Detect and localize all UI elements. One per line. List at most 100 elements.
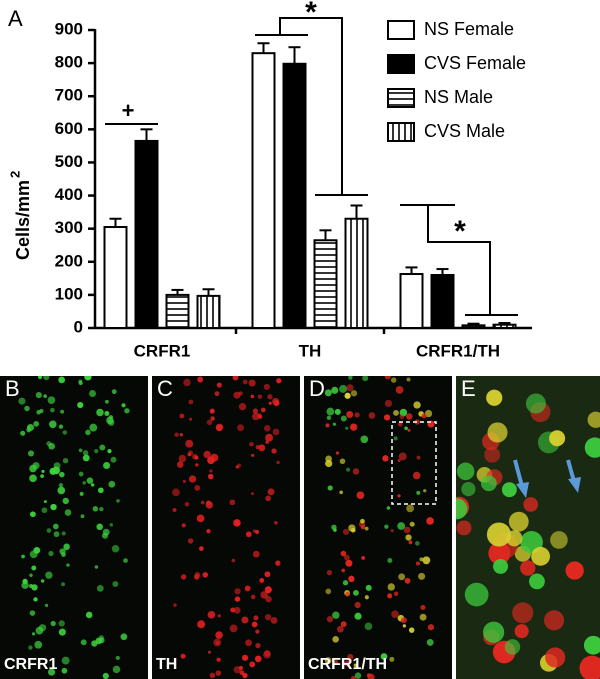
panel-label: C — [157, 376, 173, 401]
cell — [251, 453, 255, 457]
cell — [80, 514, 85, 519]
cell — [390, 377, 397, 383]
cell — [172, 508, 177, 512]
cell — [112, 665, 121, 674]
cell — [99, 506, 104, 512]
cell — [244, 585, 251, 592]
cell — [544, 610, 565, 631]
micrograph-bg — [152, 376, 300, 679]
bar — [196, 294, 221, 330]
cell — [62, 497, 69, 505]
cell — [353, 663, 358, 667]
cell — [64, 509, 72, 516]
cell — [264, 613, 272, 621]
cell — [339, 384, 348, 393]
cell — [484, 446, 501, 463]
cell — [58, 620, 65, 627]
cell — [40, 474, 44, 478]
cell — [389, 656, 395, 662]
cell — [77, 401, 84, 409]
cell — [248, 379, 256, 387]
panel-label: E — [461, 376, 476, 401]
cell — [384, 524, 389, 529]
cell — [257, 413, 262, 419]
cell — [58, 376, 66, 384]
cell — [408, 540, 413, 545]
cell — [92, 506, 99, 512]
cell — [172, 488, 180, 497]
cell — [229, 624, 238, 633]
cell — [344, 660, 351, 667]
cell — [241, 654, 249, 661]
cell — [398, 452, 407, 461]
cell — [123, 558, 128, 563]
cell — [86, 477, 94, 484]
panel-label: A — [8, 6, 23, 31]
panel-label: B — [5, 376, 20, 401]
cell — [387, 593, 393, 599]
cell — [512, 602, 534, 624]
cell — [325, 423, 330, 428]
bracket — [427, 205, 491, 315]
cell — [47, 396, 56, 404]
cell — [250, 492, 255, 496]
cell — [250, 594, 256, 600]
legend-label: NS Male — [424, 87, 493, 107]
annotation: * — [305, 0, 317, 29]
y-label-sup: 2 — [7, 171, 22, 178]
cell — [115, 655, 120, 661]
cell — [60, 409, 65, 414]
cell — [368, 412, 376, 419]
cell — [53, 531, 60, 538]
cell — [29, 583, 34, 588]
cell — [111, 544, 120, 553]
cell — [43, 500, 47, 504]
cell — [61, 656, 70, 665]
cell — [393, 591, 399, 596]
cell — [62, 430, 68, 435]
bar — [313, 239, 338, 329]
cell — [419, 613, 427, 621]
cell — [398, 573, 406, 581]
cell — [44, 603, 49, 608]
cell — [332, 611, 340, 619]
cell — [421, 413, 427, 419]
cell — [121, 403, 126, 408]
cell — [267, 394, 273, 400]
cell — [332, 422, 336, 426]
legend-label: CVS Female — [424, 53, 526, 73]
cell — [58, 483, 64, 488]
cell — [268, 401, 272, 405]
cell — [28, 645, 33, 650]
cell — [487, 422, 508, 443]
cell — [233, 519, 241, 527]
cell — [207, 456, 215, 465]
cell — [257, 394, 263, 399]
cell — [203, 450, 211, 459]
cell — [21, 581, 29, 589]
cell — [27, 450, 35, 457]
cell — [399, 414, 405, 420]
cell — [207, 650, 211, 654]
cell — [235, 465, 239, 469]
cell — [206, 529, 211, 534]
cell — [360, 525, 366, 530]
cell — [263, 425, 271, 432]
cell — [43, 376, 50, 381]
cell — [35, 626, 44, 635]
panel-label: D — [309, 376, 325, 401]
cell — [252, 529, 257, 533]
cell — [383, 414, 391, 421]
bar — [430, 274, 455, 329]
y-tick-label: 400 — [55, 185, 83, 204]
y-tick-label: 900 — [55, 19, 83, 38]
cell — [29, 573, 33, 577]
y-tick-label: 800 — [55, 53, 83, 72]
cell — [324, 389, 332, 397]
cell — [356, 491, 365, 500]
cell — [78, 448, 83, 453]
annotation: + — [122, 98, 135, 123]
cell — [229, 499, 236, 506]
cell — [124, 408, 130, 414]
cell — [185, 439, 194, 448]
